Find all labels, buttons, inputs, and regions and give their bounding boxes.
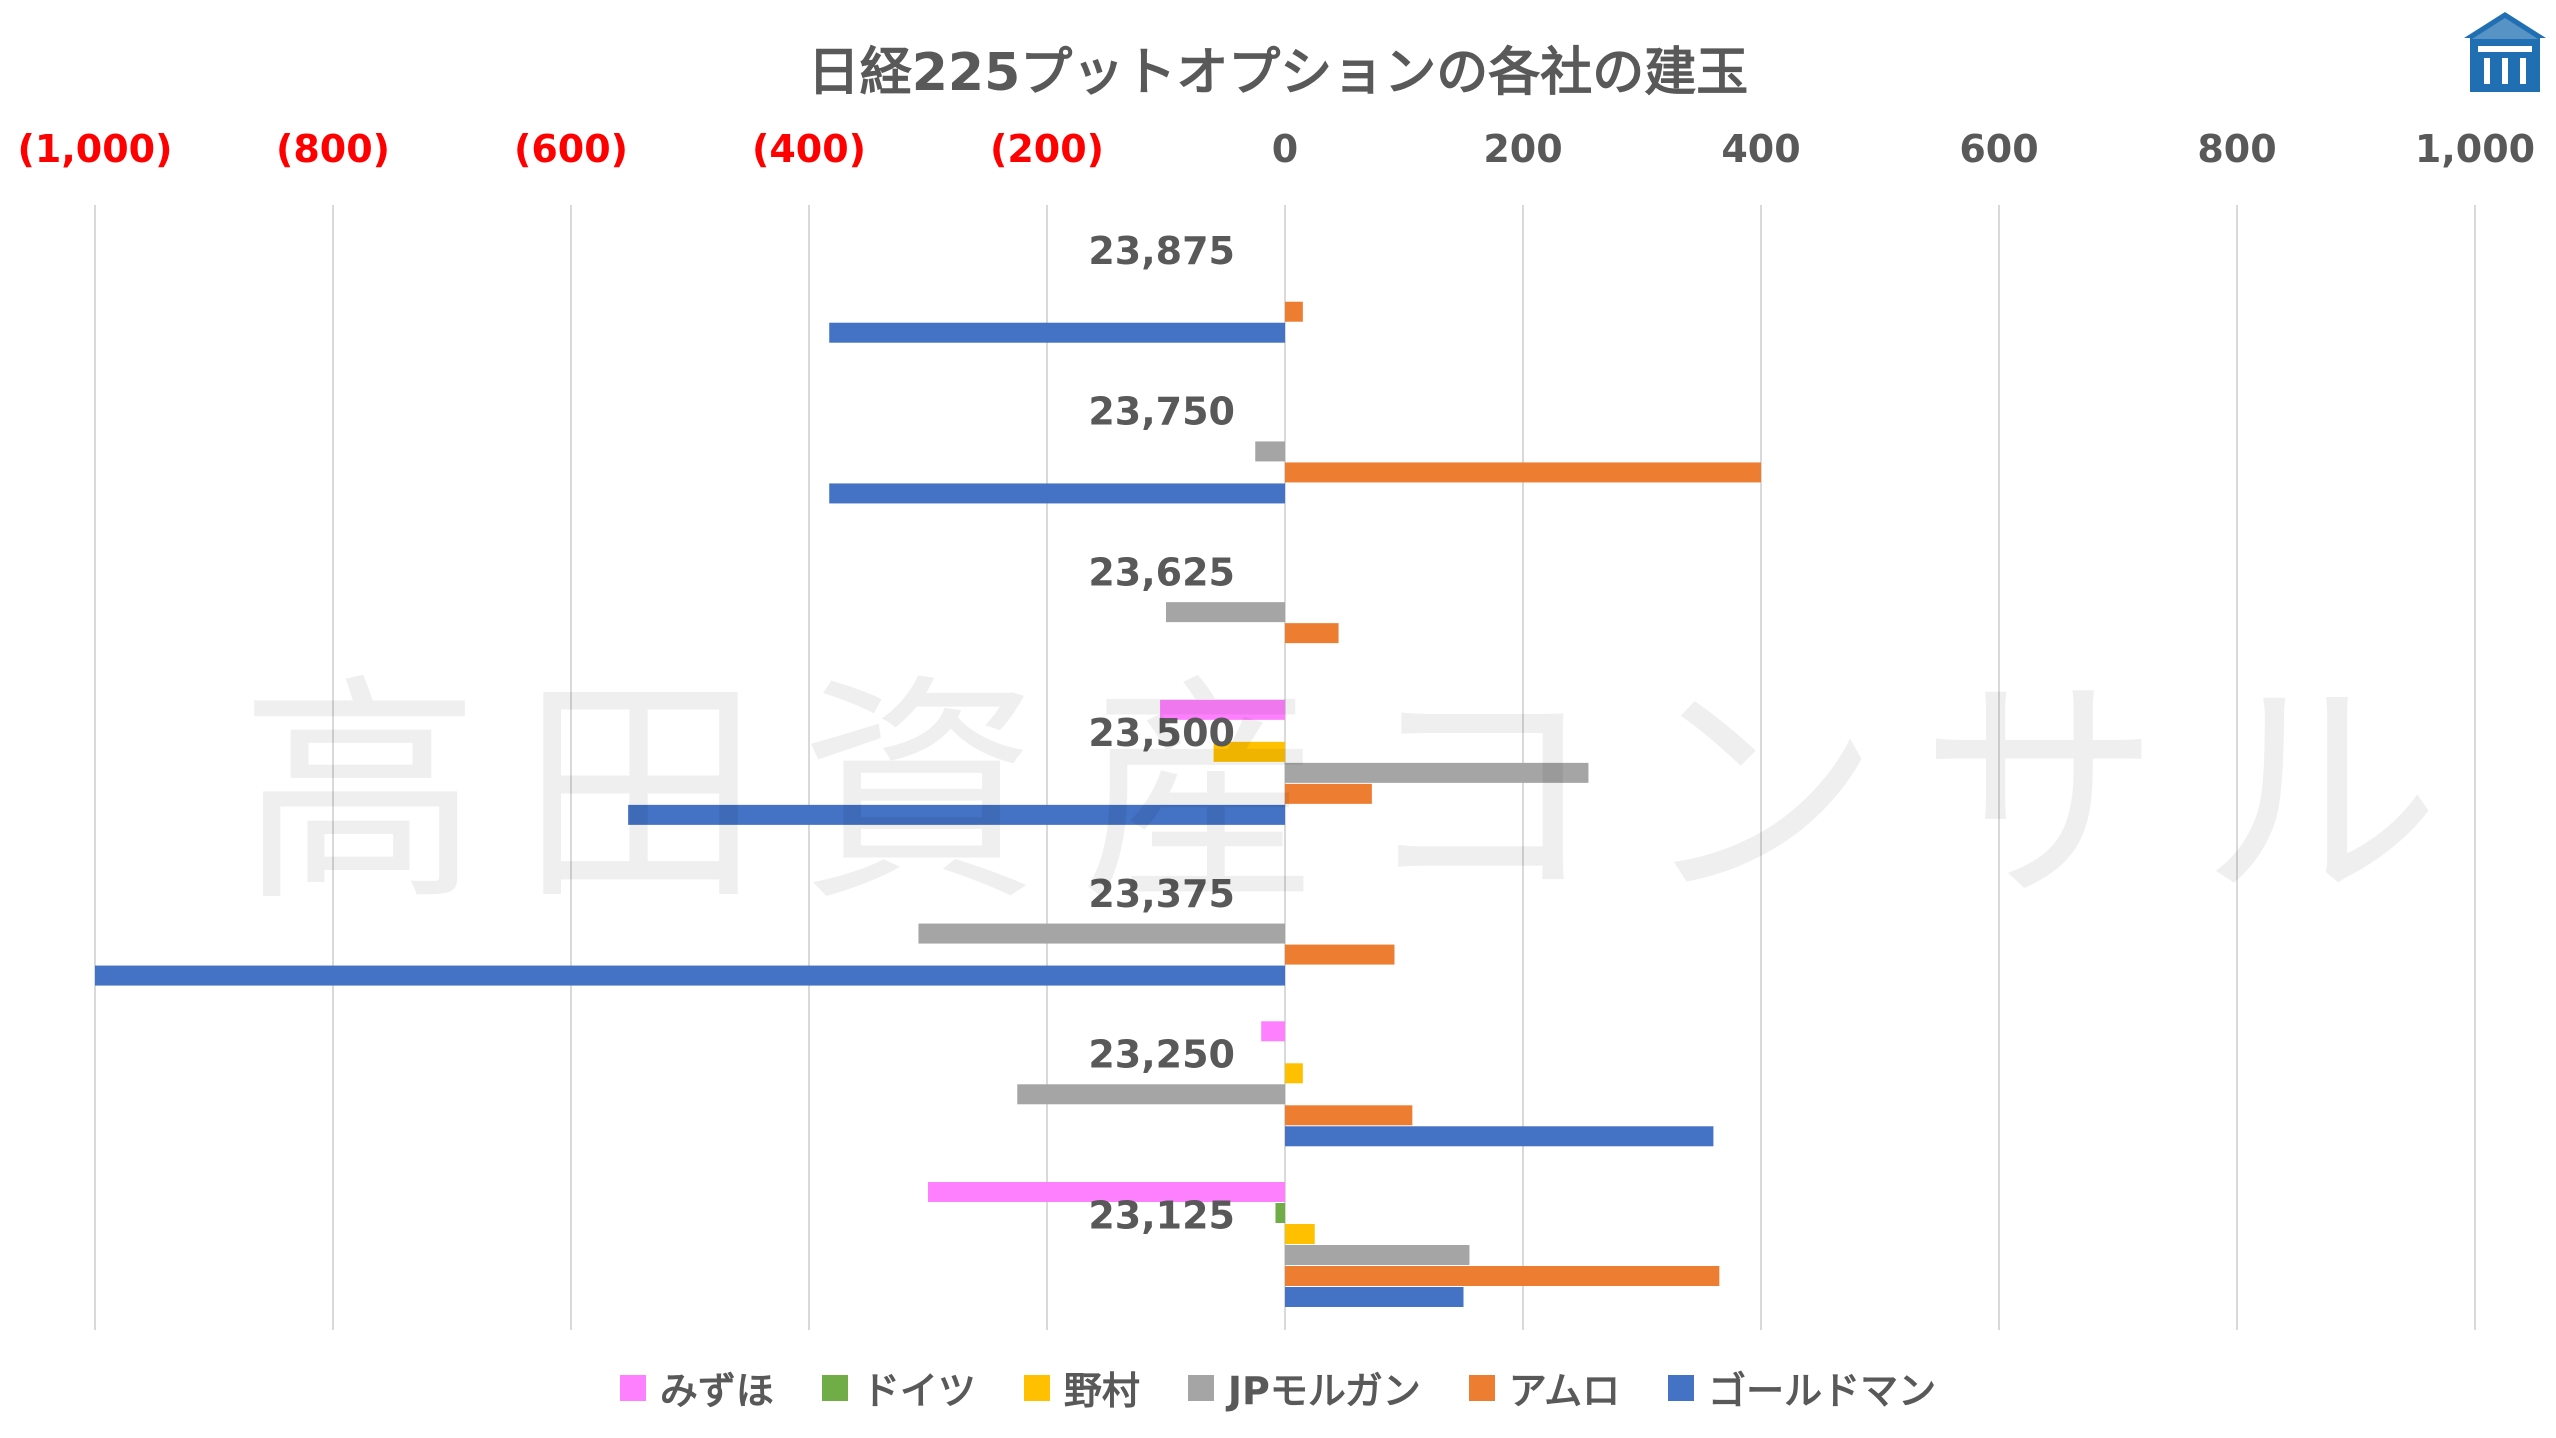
- bar: [1261, 1021, 1285, 1042]
- watermark: 高田資産コンサル: [240, 654, 2480, 934]
- legend-swatch: [1187, 1374, 1214, 1401]
- legend-swatch: [1468, 1374, 1495, 1401]
- legend-label: ドイツ: [861, 1369, 976, 1413]
- bar: [1285, 1245, 1470, 1265]
- bar: [1285, 1063, 1303, 1084]
- x-tick-label: 600: [1959, 127, 2038, 171]
- category-label: 23,250: [1088, 1033, 1235, 1077]
- bar: [1285, 301, 1303, 322]
- legend: みずほ ドイツ 野村 JPモルガン アムロ ゴールドマン: [0, 1360, 2556, 1415]
- legend-item: アムロ: [1468, 1360, 1621, 1415]
- legend-label: アムロ: [1508, 1369, 1621, 1413]
- x-tick-label: (200): [990, 127, 1104, 171]
- x-tick-label: (400): [752, 127, 866, 171]
- bar: [1166, 602, 1285, 623]
- company-logo-icon: [2464, 12, 2546, 92]
- bar: [1285, 1287, 1464, 1307]
- bar: [95, 965, 1285, 986]
- bar: [1160, 699, 1285, 720]
- x-tick-label: 0: [1272, 127, 1298, 171]
- plot-area: (1,000) (800) (600) (400) (200) 0 200 400 600 800…: [18, 127, 2535, 1330]
- legend-swatch: [1668, 1374, 1695, 1401]
- legend-item: ゴールドマン: [1668, 1360, 1936, 1415]
- bar: [1285, 1266, 1720, 1286]
- legend-item: 野村: [1023, 1360, 1140, 1415]
- legend-swatch: [619, 1374, 646, 1401]
- bar: [1285, 1105, 1413, 1126]
- x-tick-label: 1,000: [2415, 127, 2535, 171]
- legend-item: JPモルガン: [1187, 1360, 1421, 1415]
- category-label: 23,375: [1088, 872, 1235, 916]
- legend-swatch: [1023, 1374, 1050, 1401]
- x-tick-label: (600): [514, 127, 628, 171]
- category-label: 23,625: [1088, 550, 1235, 594]
- bar: [1285, 623, 1339, 644]
- bar: [1275, 1203, 1285, 1223]
- x-tick-label: (1,000): [18, 127, 173, 171]
- legend-item: みずほ: [619, 1360, 774, 1415]
- bar: [1285, 462, 1761, 483]
- legend-label: JPモルガン: [1227, 1369, 1421, 1413]
- bar: [1255, 441, 1285, 462]
- bar: [1285, 1126, 1714, 1147]
- category-label: 23,500: [1088, 711, 1235, 755]
- bar: [1285, 762, 1589, 783]
- x-tick-label: 400: [1721, 127, 1800, 171]
- legend-label: みずほ: [659, 1369, 774, 1413]
- chart-title: 日経225プットオプションの各社の建玉: [807, 43, 1749, 103]
- bar: [829, 483, 1285, 504]
- bar: [829, 322, 1285, 343]
- legend-label: ゴールドマン: [1708, 1369, 1937, 1413]
- legend-swatch: [821, 1374, 848, 1401]
- category-label: 23,875: [1088, 229, 1235, 273]
- legend-label: 野村: [1063, 1369, 1140, 1413]
- category-label: 23,750: [1088, 390, 1235, 434]
- bar: [1285, 783, 1372, 804]
- x-tick-label: 200: [1483, 127, 1562, 171]
- x-tick-label: (800): [276, 127, 390, 171]
- bar: [1213, 741, 1285, 762]
- bar: [1285, 944, 1395, 965]
- bar: [928, 1182, 1285, 1202]
- bar: [918, 923, 1285, 944]
- x-tick-label: 800: [2197, 127, 2276, 171]
- legend-item: ドイツ: [821, 1360, 976, 1415]
- category-label: 23,125: [1088, 1193, 1235, 1237]
- bar: [1017, 1084, 1285, 1105]
- bar: [1285, 1224, 1315, 1244]
- bar: [628, 804, 1285, 825]
